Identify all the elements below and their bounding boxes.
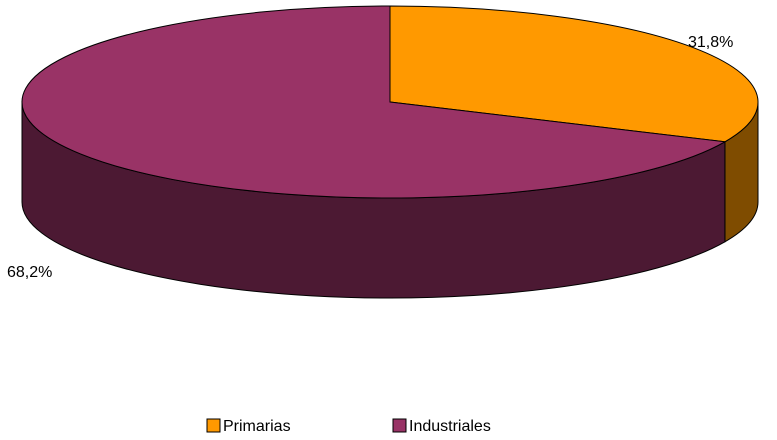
slice-top-primarias: [389, 5, 759, 143]
legend-swatch-industriales: [392, 418, 407, 433]
legend-swatch-primarias: [206, 418, 221, 433]
legend-item-primarias: Primarias: [206, 418, 291, 435]
legend-label-primarias: Primarias: [223, 418, 291, 435]
legend: Primarias Industriales: [206, 418, 491, 435]
legend-label-industriales: Industriales: [409, 418, 491, 435]
slice-label-primarias: 31,8%: [688, 34, 733, 51]
legend-item-industriales: Industriales: [392, 418, 491, 435]
slice-top-industriales: [21, 5, 727, 199]
pie-layer: [21, 5, 759, 299]
slice-label-industriales: 68,2%: [7, 264, 52, 281]
